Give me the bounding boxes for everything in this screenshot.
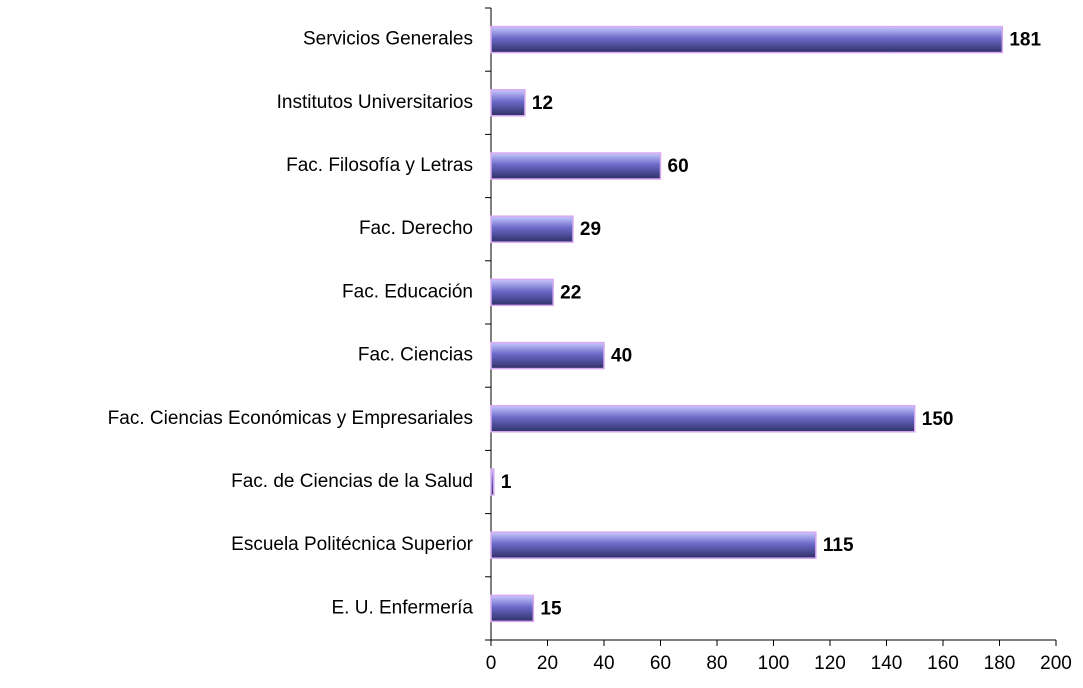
x-tick-label: 80 — [706, 653, 727, 674]
value-label: 15 — [540, 598, 562, 619]
x-tick-label: 60 — [650, 653, 671, 674]
x-tick-label: 160 — [927, 653, 959, 674]
bar — [490, 405, 916, 433]
y-tick-label: Fac. Derecho — [359, 218, 473, 239]
y-tick-label: Servicios Generales — [303, 29, 473, 50]
x-tick-label: 20 — [537, 653, 558, 674]
value-label: 181 — [1009, 30, 1041, 51]
bar — [490, 468, 495, 496]
bar — [490, 152, 662, 180]
x-tick-label: 120 — [814, 653, 846, 674]
y-tick-label: Fac. Ciencias Económicas y Empresariales — [108, 408, 473, 429]
bar — [490, 215, 574, 243]
bar — [490, 594, 535, 623]
y-tick-label: Fac. Ciencias — [358, 345, 473, 366]
value-label: 40 — [611, 346, 632, 367]
value-label: 150 — [922, 409, 954, 430]
value-label: 12 — [532, 93, 553, 114]
x-tick-label: 180 — [984, 653, 1016, 674]
value-label: 1 — [501, 472, 512, 493]
y-tick-label: Escuela Politécnica Superior — [231, 534, 474, 555]
value-label: 22 — [560, 282, 581, 303]
x-tick-label: 100 — [758, 653, 790, 674]
value-label: 115 — [823, 535, 854, 556]
y-tick-label: Fac. de Ciencias de la Salud — [231, 471, 473, 492]
bar — [490, 531, 817, 559]
y-tick-label: Fac. Educación — [342, 281, 473, 302]
bar — [490, 278, 554, 307]
y-tick-label: Fac. Filosofía y Letras — [286, 155, 473, 176]
bar — [490, 25, 1004, 54]
value-label: 60 — [668, 156, 689, 177]
x-tick-label: 200 — [1040, 653, 1072, 674]
x-tick-label: 140 — [871, 653, 903, 674]
x-tick-label: 40 — [593, 653, 614, 674]
y-tick-label: E. U. Enfermería — [332, 597, 474, 618]
bar — [490, 89, 526, 117]
y-tick-label: Institutos Universitarios — [277, 92, 473, 113]
x-tick-label: 0 — [486, 653, 497, 674]
bar — [490, 341, 605, 370]
value-label: 29 — [580, 219, 601, 240]
